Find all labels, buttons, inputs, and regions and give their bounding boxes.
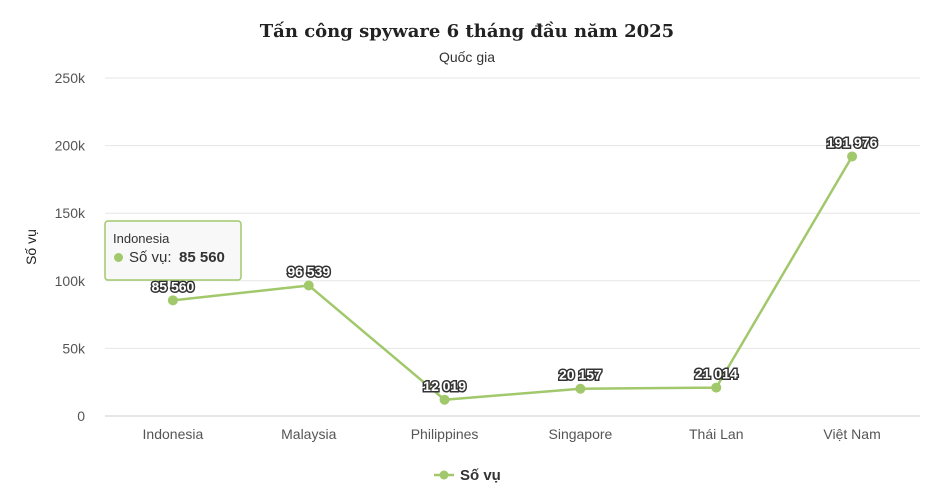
data-point[interactable]	[167, 295, 178, 306]
y-tick-label: 0	[77, 408, 85, 424]
x-tick-label: Malaysia	[281, 426, 336, 442]
y-tick-label: 200k	[55, 138, 86, 154]
y-tick-label: 100k	[55, 273, 86, 289]
data-point[interactable]	[575, 383, 586, 394]
data-label-layer: 85 560 96 539 12 019 20 157 21 014 191 976	[150, 133, 879, 395]
data-label: 191 976	[827, 134, 878, 150]
tooltip-value: 85 560	[179, 249, 225, 266]
tooltip: Indonesia Số vụ: 85 560	[104, 220, 242, 281]
data-label: 21 014	[695, 366, 738, 382]
series-layer	[167, 151, 858, 405]
data-label: 20 157	[559, 367, 602, 383]
data-label: 96 539	[287, 263, 330, 279]
data-label: 85 560	[152, 278, 195, 294]
y-axis-ticks: 0 50k 100k 150k 200k 250k	[55, 70, 86, 424]
chart-title: Tấn công spyware 6 tháng đầu năm 2025	[260, 20, 674, 42]
chart-subtitle: Quốc gia	[439, 49, 495, 65]
x-tick-label: Singapore	[549, 426, 613, 442]
legend[interactable]: Số vụ	[434, 467, 501, 484]
data-point[interactable]	[711, 382, 722, 393]
gridlines	[105, 77, 920, 417]
y-tick-label: 250k	[55, 70, 86, 86]
x-tick-label: Thái Lan	[689, 426, 743, 442]
x-tick-label: Indonesia	[143, 426, 204, 442]
x-tick-label: Philippines	[411, 426, 479, 442]
data-point[interactable]	[847, 151, 858, 162]
x-axis-ticks: Indonesia Malaysia Philippines Singapore Thá…	[143, 426, 881, 442]
x-tick-label: Việt Nam	[823, 426, 880, 442]
y-axis-title: Số vụ	[23, 229, 39, 265]
y-tick-label: 50k	[62, 340, 86, 356]
data-label: 12 019	[423, 378, 466, 394]
series-line	[172, 155, 854, 402]
legend-series-marker	[439, 470, 449, 480]
tooltip-category: Indonesia	[113, 231, 170, 246]
tooltip-box	[104, 220, 242, 281]
legend-series-label: Số vụ	[460, 467, 501, 484]
data-point[interactable]	[303, 280, 314, 291]
data-point[interactable]	[439, 394, 450, 405]
tooltip-series-label: Số vụ:	[129, 249, 172, 266]
y-tick-label: 150k	[55, 205, 86, 221]
tooltip-series-marker	[114, 253, 123, 262]
